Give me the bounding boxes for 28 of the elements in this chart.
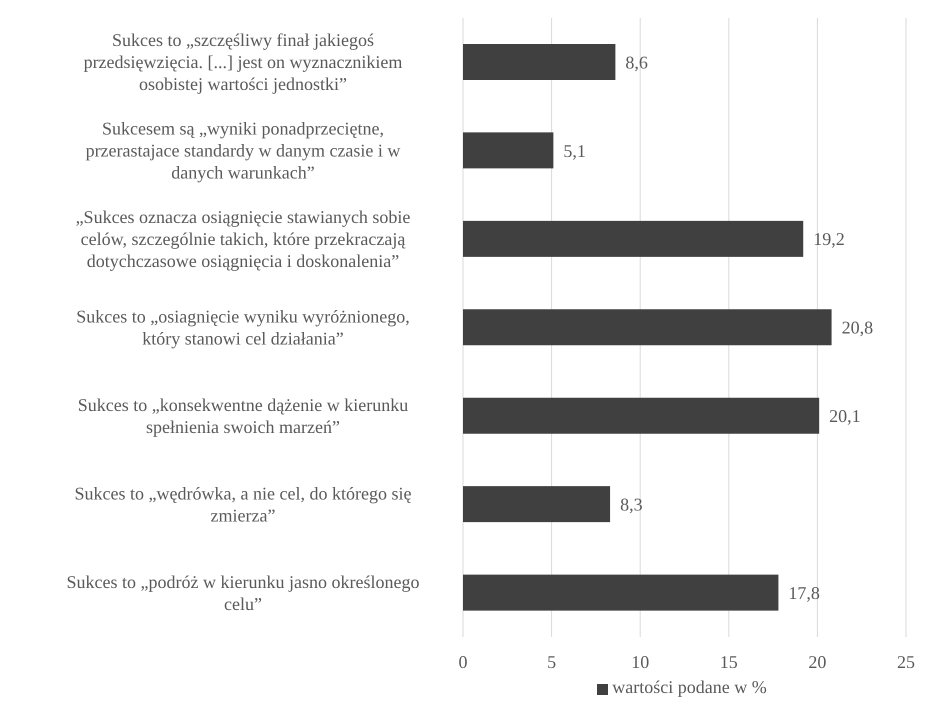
data-label: 8,6 <box>625 52 648 72</box>
bar <box>463 220 804 257</box>
x-tick-label: 0 <box>458 652 468 672</box>
x-tick-label: 20 <box>808 652 826 672</box>
bar <box>463 574 778 611</box>
y-tick-label: Sukces to „szczęśliwy finał jakiegoś przedsięwzięcia. [...] jest on wyznacznikiem osobistej wartości jednostki” <box>84 30 402 94</box>
data-label: 20,1 <box>829 406 861 426</box>
bar <box>463 44 616 80</box>
data-label: 17,8 <box>788 582 820 603</box>
y-tick-label: Sukces to „konsekwentne dążenie w kierunku spełnienia swoich marzeń” <box>78 394 408 437</box>
x-tick-label: 15 <box>720 652 738 672</box>
y-tick-label: Sukces to „wędrówka, a nie cel, do którego się zmierza” <box>74 483 412 526</box>
x-tick-label: 10 <box>631 652 650 672</box>
data-label: 8,3 <box>620 494 643 515</box>
y-tick-label: „Sukces oznacza osiągnięcie stawianych sobie celów, szczególnie takich, które przekraczają dotychczasowe osiągnięcia i doskonalenia” <box>76 207 410 272</box>
bar <box>463 309 832 346</box>
y-tick-label: Sukces to „podróż w kierunku jasno określonego celu” <box>66 572 420 614</box>
x-tick-label: 5 <box>547 652 556 672</box>
bar <box>463 398 820 434</box>
legend-label: wartości podane w % <box>612 677 767 697</box>
y-tick-label: Sukces to „osiagnięcie wyniku wyróżnionego, który stanowi cel działania” <box>76 306 410 348</box>
x-tick-label: 25 <box>897 652 915 672</box>
bar <box>463 486 610 522</box>
bar <box>463 132 554 168</box>
data-label: 19,2 <box>813 229 845 250</box>
data-label: 20,8 <box>842 318 874 338</box>
y-tick-label: Sukcesem są „wyniki ponadprzeciętne, przerastajace standardy w danym czasie i w danych warunkach” <box>86 118 400 183</box>
data-label: 5,1 <box>563 140 586 161</box>
